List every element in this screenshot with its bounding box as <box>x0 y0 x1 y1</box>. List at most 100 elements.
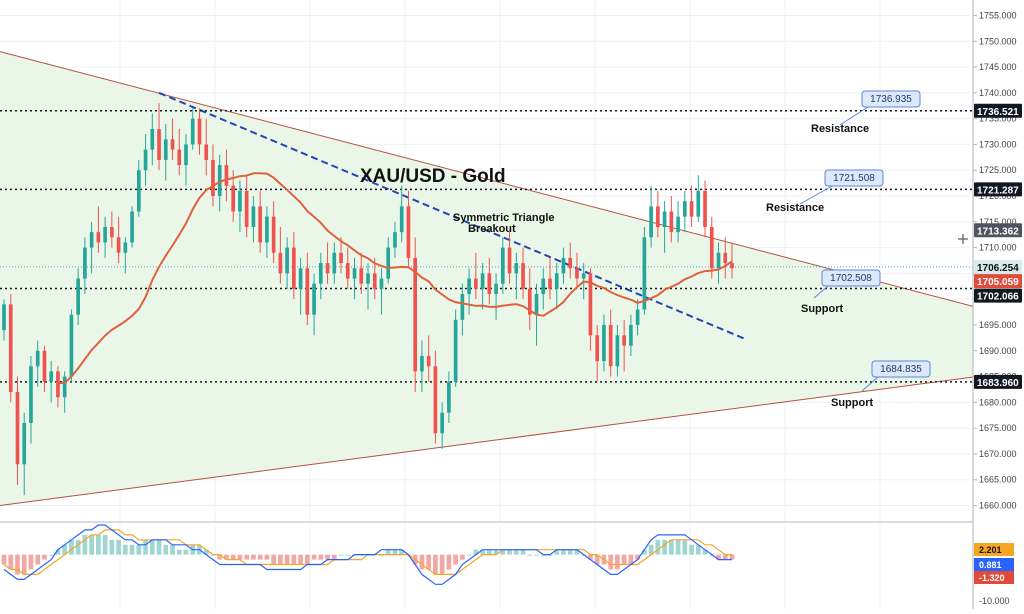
y-tick-label: 1660.000 <box>979 501 1017 511</box>
candle <box>271 201 276 264</box>
macd-bar <box>136 544 142 555</box>
candle <box>197 108 202 155</box>
candle <box>554 263 559 310</box>
candle <box>76 268 80 325</box>
macd-bar <box>480 549 485 555</box>
y-tick-label: 1675.000 <box>979 423 1017 433</box>
macd-bar <box>109 539 115 555</box>
macd-bar <box>675 539 681 555</box>
macd-bar <box>608 554 614 570</box>
candle <box>190 108 195 150</box>
candle <box>318 252 323 300</box>
callout-box <box>861 90 921 108</box>
candle <box>42 345 47 393</box>
candle <box>339 237 343 274</box>
candle <box>494 273 498 320</box>
candle <box>170 118 175 160</box>
candle <box>96 206 101 253</box>
price-tag: 1702.066 <box>974 288 1022 303</box>
price-tag-label: 1706.254 <box>977 263 1019 274</box>
price-tag: 1683.960 <box>974 374 1022 389</box>
candle <box>406 190 411 269</box>
candle <box>413 237 418 393</box>
macd-bar <box>345 554 351 556</box>
macd-bar <box>574 549 580 555</box>
callout-1702: 1702.508 <box>830 273 872 284</box>
candle <box>130 206 134 248</box>
support-label-lower: Support <box>831 397 873 409</box>
macd-bar <box>143 539 148 555</box>
callout-box <box>821 269 881 287</box>
macd-axis-text: -10.000 <box>979 596 1010 606</box>
macd-bar <box>163 544 169 555</box>
candle <box>123 237 128 274</box>
macd-bar <box>702 549 708 555</box>
candle <box>116 216 121 264</box>
macd-bar <box>668 539 674 555</box>
candle <box>157 103 161 171</box>
macd-bar <box>722 554 728 560</box>
symmetric-triangle <box>0 51 1024 507</box>
candle <box>399 185 404 243</box>
candle <box>602 314 606 372</box>
macd-bar <box>237 554 243 560</box>
candle <box>359 252 364 295</box>
macd-bar <box>129 544 135 555</box>
candle <box>682 190 687 233</box>
candle <box>730 242 734 279</box>
candle <box>103 216 107 258</box>
horizontal-levels <box>0 110 973 383</box>
price-tag-label: 1713.362 <box>977 226 1019 237</box>
candle <box>49 361 54 403</box>
candle <box>372 257 377 300</box>
crosshair-add-button[interactable] <box>956 232 970 246</box>
candle <box>460 283 465 336</box>
candle <box>548 257 552 300</box>
support-label-upper: Support <box>801 303 843 315</box>
macd-bar <box>493 549 499 555</box>
candle <box>541 268 546 310</box>
macd-bar <box>62 544 68 555</box>
macd-bar <box>1 554 7 565</box>
macd-bar <box>338 554 344 556</box>
callout-pointer <box>861 376 879 392</box>
candle <box>561 247 566 284</box>
macd-bar <box>298 554 303 565</box>
macd-bar <box>96 534 101 555</box>
candle <box>723 237 728 279</box>
macd-axis-text: -1.320 <box>979 573 1005 583</box>
macd-bar <box>453 554 458 565</box>
candle <box>298 257 303 315</box>
macd-bar <box>271 554 276 565</box>
macd-panel <box>1 524 735 585</box>
macd-bar <box>75 539 81 555</box>
candle <box>595 324 600 382</box>
macd-bar <box>615 554 620 570</box>
macd-axis-text: 0.881 <box>979 560 1002 570</box>
macd-bar <box>15 554 20 575</box>
candle <box>211 144 215 207</box>
macd-bar <box>183 549 189 555</box>
candle <box>440 402 444 449</box>
macd-bar <box>149 539 155 555</box>
candle <box>366 263 370 310</box>
candle <box>312 273 316 336</box>
price-tag: 1706.254 <box>974 259 1022 274</box>
candle <box>2 299 6 341</box>
candle <box>177 128 182 176</box>
macd-bar <box>682 539 688 555</box>
macd-bar <box>291 554 297 565</box>
candle <box>265 206 269 258</box>
price-tag: 1721.287 <box>974 182 1022 197</box>
macd-bar <box>48 554 54 556</box>
macd-axis-label: -1.320 <box>974 571 1014 584</box>
y-tick-label: 1690.000 <box>979 346 1017 356</box>
macd-axis-label: 0.881 <box>974 558 1014 571</box>
price-tag-label: 1721.287 <box>977 185 1019 196</box>
candle <box>8 294 13 403</box>
macd-bar <box>230 554 236 560</box>
candle <box>56 366 60 408</box>
candle <box>379 268 384 315</box>
candle <box>15 376 20 485</box>
